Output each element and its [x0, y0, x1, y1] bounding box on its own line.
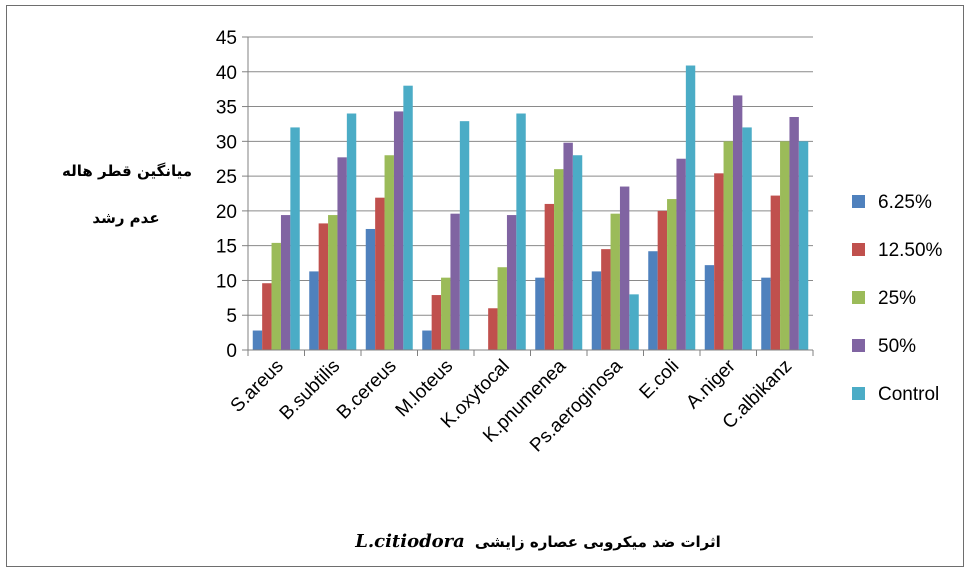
bar — [309, 271, 319, 350]
bar — [629, 294, 639, 350]
bar — [393, 111, 404, 351]
y-tick-label: 35 — [216, 98, 237, 119]
bar — [516, 113, 526, 350]
legend-label: Control — [878, 384, 939, 405]
legend-label: 50% — [878, 336, 916, 357]
bar — [497, 267, 507, 350]
chart-title: L.citiodora اثرات ضد میکروبی عصاره زایشی — [354, 531, 721, 552]
legend: 6.25% 12.50% 25% 50% Control — [852, 192, 943, 405]
legend-swatch — [852, 387, 865, 400]
y-tick-label: 25 — [216, 167, 237, 188]
bar — [704, 265, 715, 350]
bar — [506, 215, 517, 350]
y-tick-label: 15 — [216, 237, 237, 258]
bar — [252, 330, 263, 350]
bar — [732, 95, 743, 350]
bar — [384, 155, 394, 350]
bar — [619, 186, 630, 350]
bar — [572, 155, 583, 350]
bar — [723, 141, 733, 350]
x-category-label: E.coli — [636, 356, 684, 404]
bar — [789, 116, 799, 350]
y-tick-label: 0 — [226, 341, 237, 362]
chart-title-arabic: اثرات ضد میکروبی عصاره زایشی — [475, 533, 721, 551]
bar — [780, 141, 790, 350]
y-tick-label: 45 — [216, 28, 237, 49]
y-tick-label: 10 — [216, 271, 237, 292]
bar — [280, 215, 291, 350]
bar — [375, 197, 385, 350]
bar — [328, 215, 338, 350]
bar — [544, 203, 555, 350]
bar — [770, 195, 781, 350]
x-category-label: B.cereus — [333, 356, 401, 424]
y-axis-label-line2: عدم رشد — [92, 209, 159, 227]
bar — [271, 242, 281, 350]
legend-label: 6.25% — [878, 192, 932, 213]
x-category-labels: S.areusB.subtilisB.cereusM.loteusK.oxyto… — [227, 355, 797, 456]
bar — [535, 277, 545, 350]
bar — [554, 169, 564, 350]
bar — [563, 142, 573, 350]
bar — [431, 295, 442, 350]
bar — [337, 157, 347, 350]
legend-swatch — [852, 339, 865, 352]
bar — [667, 199, 677, 350]
bar — [685, 65, 696, 351]
bar — [591, 271, 602, 350]
y-tick-label: 40 — [216, 63, 237, 84]
bar — [610, 213, 620, 350]
bar — [346, 113, 357, 350]
bar — [365, 228, 376, 350]
bar — [450, 213, 460, 350]
legend-label: 25% — [878, 288, 916, 309]
bar — [262, 283, 272, 350]
y-tick-label: 20 — [216, 202, 237, 223]
bar — [798, 141, 809, 350]
bars — [252, 65, 809, 351]
bar — [676, 158, 686, 350]
legend-swatch — [852, 291, 865, 304]
legend-swatch — [852, 243, 865, 256]
legend-label: 12.50% — [878, 240, 943, 261]
axes — [242, 36, 814, 356]
bar — [601, 249, 611, 350]
chart-title-species: L.citiodora — [354, 531, 465, 552]
bar — [488, 308, 498, 350]
bar — [422, 330, 432, 350]
bar — [761, 277, 771, 350]
bar — [714, 173, 724, 350]
bar — [318, 223, 329, 350]
bar — [657, 210, 668, 350]
bar — [290, 127, 300, 350]
bar — [648, 251, 658, 350]
bar — [441, 277, 451, 350]
bar — [403, 85, 413, 350]
y-tick-labels: 0 5 10 15 20 25 30 35 40 45 — [216, 28, 237, 362]
y-tick-label: 30 — [216, 132, 237, 153]
y-axis-label-line1: میانگین قطر هاله — [62, 162, 192, 180]
bar — [742, 127, 752, 350]
legend-swatch — [852, 195, 865, 208]
y-tick-label: 5 — [226, 306, 237, 327]
x-category-label: B.subtilis — [276, 356, 345, 425]
bar — [459, 121, 470, 350]
